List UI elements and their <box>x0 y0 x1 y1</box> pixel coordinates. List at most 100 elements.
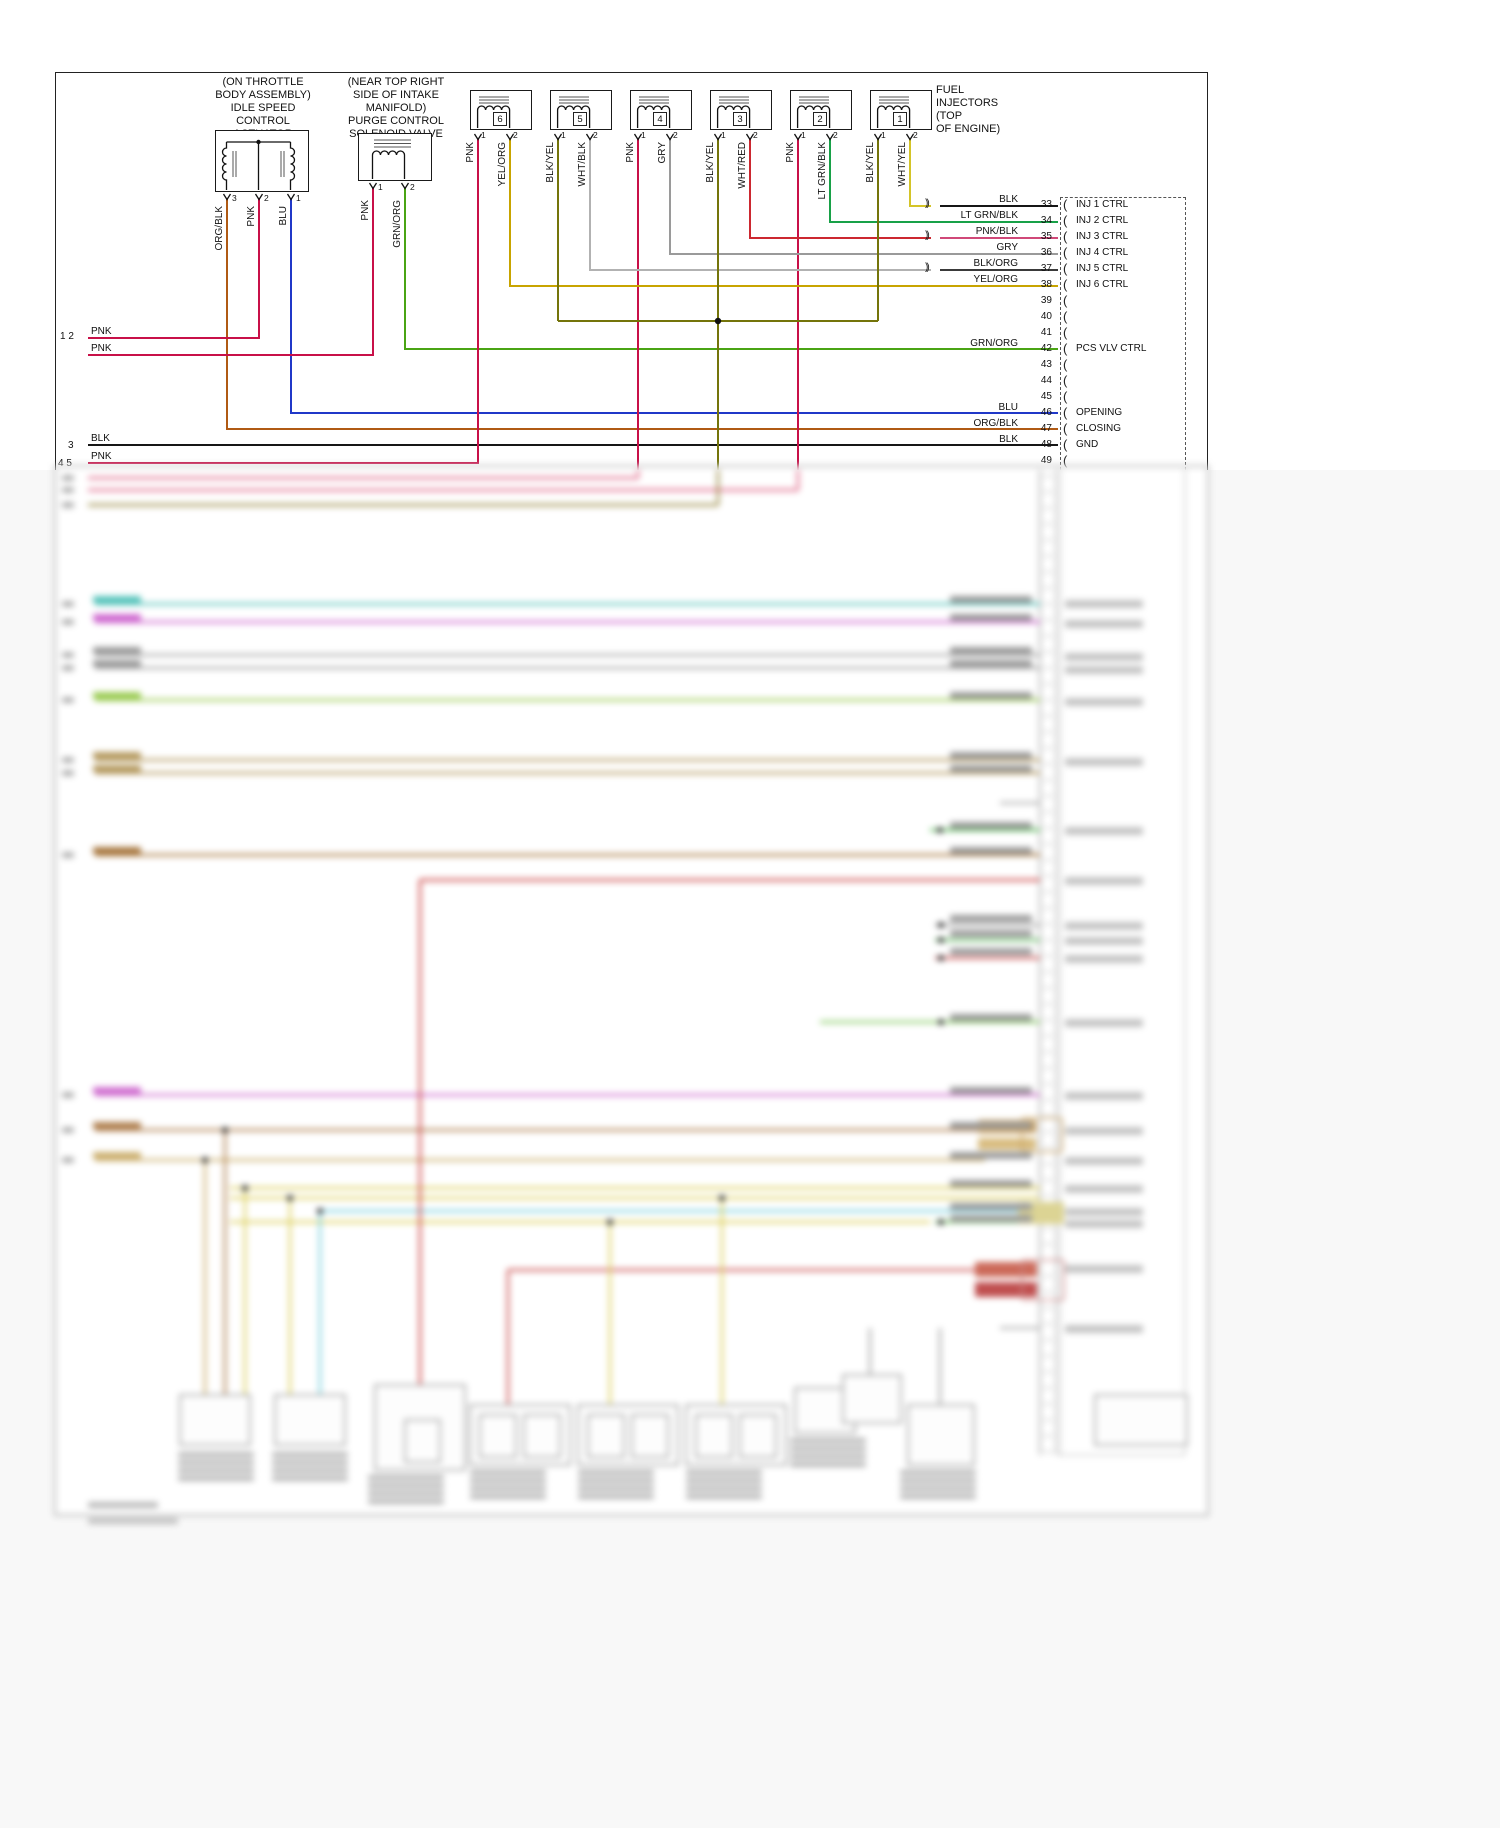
ecm-pin-function: INJ 1 CTRL <box>1076 199 1129 210</box>
ecm-pin-socket-icon: ( <box>1063 341 1068 356</box>
injector-coil-icon <box>876 96 911 128</box>
ecm-pin-number: 35 <box>1040 231 1052 242</box>
injector-pin1-number: 1 <box>801 130 806 140</box>
ecm-pin-number: 40 <box>1040 311 1052 322</box>
ecm-pin-function: INJ 4 CTRL <box>1076 247 1129 258</box>
ecm-pin-function: PCS VLV CTRL <box>1076 343 1147 354</box>
actuator-coil-icon <box>221 139 296 190</box>
purge-valve-box <box>358 133 432 181</box>
left-wire-label: PNK <box>91 451 112 462</box>
ecm-pin-socket-icon: ( <box>1063 373 1068 388</box>
injector-pin1-wire-label: PNK <box>625 142 636 163</box>
ecm-pin-function: GND <box>1076 439 1099 450</box>
purge-wire-label: GRN/ORG <box>392 200 403 248</box>
left-pin-numbers: 1 2 <box>60 331 74 342</box>
injector-coil-icon <box>476 96 511 128</box>
purge-valve-caption: (NEAR TOP RIGHT SIDE OF INTAKE MANIFOLD)… <box>347 76 445 140</box>
injector-pin1-number: 1 <box>881 130 886 140</box>
ecm-pin-function: CLOSING <box>1076 423 1122 434</box>
injector-6-box: 6 <box>470 90 532 130</box>
ecm-pin-function: INJ 5 CTRL <box>1076 263 1129 274</box>
ecm-wire-color: BLK/ORG <box>973 258 1018 269</box>
injector-pin1-number: 1 <box>641 130 646 140</box>
ecm-connector-box <box>1060 197 1186 470</box>
injector-pin1-wire-label: BLK/YEL <box>545 142 556 183</box>
injector-pin2-wire-label: WHT/YEL <box>897 142 908 187</box>
injector-pin2-wire-label: GRY <box>657 142 668 164</box>
ecm-pin-number: 41 <box>1040 327 1052 338</box>
wire-junction-dot <box>714 317 722 325</box>
ecm-pin-number: 33 <box>1040 199 1052 210</box>
injector-coil-icon <box>716 96 751 128</box>
left-wire-label: BLK <box>91 433 110 444</box>
ecm-wire-color: BLK <box>999 434 1018 445</box>
splice-icon: )) <box>925 230 929 241</box>
blurred-lower-diagram <box>54 465 1209 1524</box>
purge-pin-number: 1 <box>378 182 383 192</box>
ecm-pin-number: 42 <box>1040 343 1052 354</box>
ecm-pin-socket-icon: ( <box>1063 197 1068 212</box>
left-pin-numbers: 3 <box>68 440 74 451</box>
blurred-junction-dots <box>202 827 944 1225</box>
injector-number: 6 <box>493 112 507 126</box>
injector-pin2-number: 2 <box>673 130 678 140</box>
ecm-wire-color: GRN/ORG <box>970 338 1018 349</box>
ecm-wire-color: ORG/BLK <box>973 418 1018 429</box>
actuator-pin-number: 1 <box>296 193 301 203</box>
injector-pin2-wire-label: YEL/ORG <box>497 142 508 187</box>
ecm-wire-color: BLU <box>998 402 1018 413</box>
ecm-pin-socket-icon: ( <box>1063 261 1068 276</box>
ecm-pin-socket-icon: ( <box>1063 389 1068 404</box>
actuator-pin-number: 2 <box>264 193 269 203</box>
injector-pin2-wire-label: WHT/BLK <box>577 142 588 187</box>
blurred-wires <box>88 470 1040 1405</box>
injector-pin1-wire-label: PNK <box>785 142 796 163</box>
actuator-wire-label: BLU <box>278 206 289 226</box>
ecm-pin-socket-icon: ( <box>1063 213 1068 228</box>
splice-icon: )) <box>925 198 929 209</box>
left-wire-label: PNK <box>91 343 112 354</box>
ecm-pin-socket-icon: ( <box>1063 229 1068 244</box>
ecm-pin-number: 45 <box>1040 391 1052 402</box>
ecm-pin-number: 36 <box>1040 247 1052 258</box>
wiring-lines <box>88 133 1058 470</box>
ecm-pin-number: 46 <box>1040 407 1052 418</box>
actuator-wire-label: PNK <box>246 206 257 227</box>
ecm-pin-number: 37 <box>1040 263 1052 274</box>
injector-number: 4 <box>653 112 667 126</box>
purge-pin-number: 2 <box>410 182 415 192</box>
ecm-pin-number: 47 <box>1040 423 1052 434</box>
ecm-pin-socket-icon: ( <box>1063 309 1068 324</box>
ecm-pin-number: 39 <box>1040 295 1052 306</box>
injector-4-box: 4 <box>630 90 692 130</box>
ecm-pin-socket-icon: ( <box>1063 437 1068 452</box>
ecm-pin-number: 34 <box>1040 215 1052 226</box>
ecm-pin-socket-icon: ( <box>1063 453 1068 468</box>
ecm-wire-color: PNK/BLK <box>975 226 1018 237</box>
purge-wire-label: PNK <box>360 200 371 221</box>
ecm-pin-function: INJ 6 CTRL <box>1076 279 1129 290</box>
ecm-pin-number: 44 <box>1040 375 1052 386</box>
ecm-pin-socket-icon: ( <box>1063 357 1068 372</box>
fuel-injectors-caption: FUEL INJECTORS (TOP OF ENGINE) <box>936 84 1001 135</box>
ecm-pin-socket-icon: ( <box>1063 325 1068 340</box>
ecm-pin-number: 48 <box>1040 439 1052 450</box>
injector-number: 2 <box>813 112 827 126</box>
ecm-pin-socket-icon: ( <box>1063 293 1068 308</box>
injector-5-box: 5 <box>550 90 612 130</box>
injector-1-box: 1 <box>870 90 932 130</box>
actuator-pin-number: 3 <box>232 193 237 203</box>
injector-coil-icon <box>556 96 591 128</box>
injector-pin2-wire-label: WHT/RED <box>737 142 748 189</box>
schematic-border <box>55 72 1208 470</box>
ecm-pin-function: INJ 2 CTRL <box>1076 215 1129 226</box>
injector-number: 1 <box>893 112 907 126</box>
injector-pin2-number: 2 <box>593 130 598 140</box>
ecm-pin-socket-icon: ( <box>1063 405 1068 420</box>
purge-coil-icon <box>371 139 411 179</box>
injector-pin1-wire-label: BLK/YEL <box>705 142 716 183</box>
ecm-pin-number: 43 <box>1040 359 1052 370</box>
ecm-wire-color: YEL/ORG <box>973 274 1018 285</box>
injector-2-box: 2 <box>790 90 852 130</box>
